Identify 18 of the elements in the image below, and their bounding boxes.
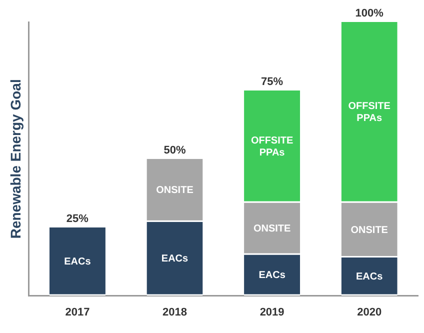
- text: EACs: [258, 270, 286, 282]
- total-label: 100%: [355, 8, 384, 20]
- text: OFFSITE PPAs: [348, 101, 390, 124]
- text: ONSITE: [253, 223, 291, 234]
- series-label: EACs: [356, 271, 384, 282]
- series-label: OFFSITE PPAs: [250, 135, 294, 158]
- x-tick-label: 2018: [162, 306, 187, 318]
- series-label: ONSITE: [156, 185, 194, 196]
- total-label: 50%: [164, 144, 186, 156]
- y-axis-title: Renewable Energy Goal: [7, 79, 24, 239]
- text: ONSITE: [350, 224, 388, 236]
- x-tick-label: 2020: [357, 306, 382, 318]
- text: EACs: [161, 254, 188, 265]
- total-label: 25%: [66, 212, 89, 225]
- total-label: 75%: [261, 76, 284, 88]
- text: EACs: [64, 256, 91, 268]
- x-tick-label: 2019: [260, 306, 284, 318]
- x-tick-label: 2017: [65, 306, 90, 318]
